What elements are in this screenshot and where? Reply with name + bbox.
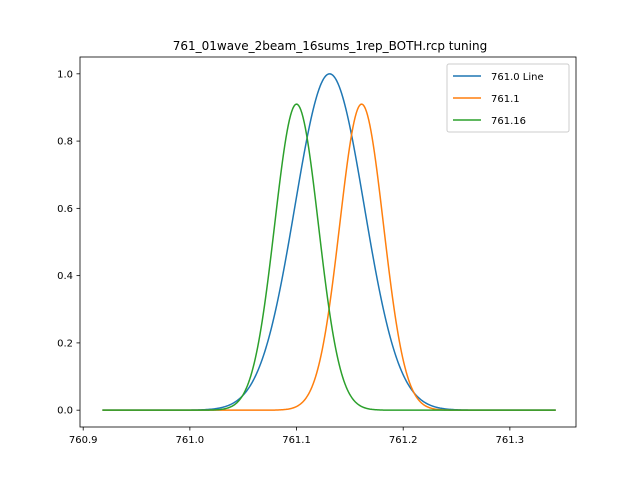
x-tick-label: 761.1 [282, 435, 311, 446]
legend-label-1: 761.0 Line [491, 72, 544, 83]
chart-title: 761_01wave_2beam_16sums_1rep_BOTH.rcp tu… [173, 39, 487, 53]
y-tick-label: 1.0 [57, 69, 73, 80]
y-tick-label: 0.2 [57, 338, 73, 349]
series-layer [102, 73, 556, 411]
legend-label-2: 761.1 [491, 94, 520, 105]
legend-label-3: 761.16 [491, 116, 526, 127]
y-tick-label: 0.8 [57, 137, 73, 148]
y-tick-label: 0.0 [57, 406, 73, 417]
y-tick-label: 0.4 [57, 271, 73, 282]
legend: 761.0 Line 761.1 761.16 [446, 63, 570, 133]
x-tick-label: 760.9 [69, 435, 98, 446]
series-line-3 [102, 103, 556, 411]
legend-box [446, 63, 570, 133]
axes-layer: 760.9 761.0 761.1 761.2 761.3 0.0 0.2 0.4 0.6 0.8… [57, 56, 577, 446]
x-tick-label: 761.0 [176, 435, 205, 446]
axes-frame [79, 56, 577, 428]
x-tick-label: 761.3 [496, 435, 525, 446]
y-tick-label: 0.6 [57, 204, 73, 215]
x-tick-label: 761.2 [389, 435, 418, 446]
